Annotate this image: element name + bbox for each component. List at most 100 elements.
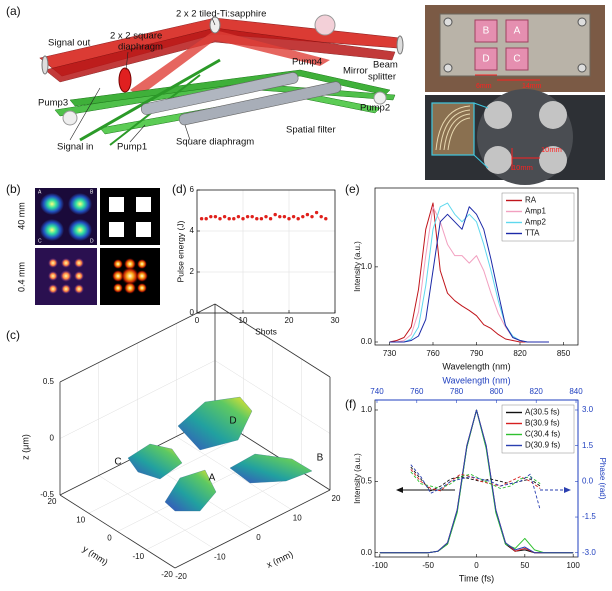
point [268, 217, 273, 221]
panel-label: (a) [6, 4, 21, 18]
x-tick-label: 30 [331, 316, 340, 325]
schematic-label: diaphragm [118, 42, 163, 53]
y2-tick-label: -1.5 [582, 512, 596, 521]
x-axis-label: Shots [255, 326, 277, 336]
x-tick-label: 50 [520, 561, 529, 570]
y-tick-label: -20 [161, 570, 173, 579]
grid-line [146, 471, 302, 550]
y-tick-label: 1.0 [361, 405, 373, 414]
spatial-filter [140, 72, 342, 126]
x2-axis-label: Wavelength (nm) [442, 375, 510, 385]
arrow-head [396, 487, 403, 493]
x-axis-label: x (mm) [265, 549, 295, 570]
y2-tick-label: 3.0 [582, 405, 594, 414]
surface [127, 443, 183, 480]
crystal-label: B [483, 26, 490, 37]
surfaces [127, 396, 313, 512]
z-axis-label: z (μm) [20, 434, 30, 460]
dot [113, 283, 123, 293]
y2-tick-label: 0.0 [582, 476, 594, 485]
panel-label: (e) [345, 182, 360, 196]
arrow-head [564, 487, 571, 493]
point [241, 217, 245, 221]
series-line [410, 464, 541, 511]
dot [74, 284, 84, 294]
point [245, 214, 250, 219]
series-line [410, 466, 541, 492]
legend-label: Amp2 [525, 218, 546, 227]
inset-link [473, 102, 489, 109]
point [199, 217, 204, 221]
photo-mask [425, 89, 605, 185]
schematic-label: Signal in [57, 142, 93, 153]
dot [113, 259, 123, 269]
x-tick-label: 820 [513, 349, 527, 358]
point [222, 214, 227, 219]
axis-edge [214, 303, 331, 378]
x-tick-label: 760 [426, 349, 440, 358]
leader [125, 51, 129, 71]
square [109, 197, 124, 212]
lens [62, 110, 78, 126]
x2-tick-label: 840 [569, 387, 583, 396]
y2-tick-label: -3.0 [582, 548, 596, 557]
point [213, 214, 218, 219]
x-axis-label: Wavelength (nm) [442, 361, 510, 371]
spot [68, 193, 92, 215]
dot [60, 270, 72, 282]
x-tick-label: 20 [285, 316, 294, 325]
annotation: C [114, 457, 121, 468]
dot [48, 271, 58, 281]
spot [40, 193, 64, 215]
panel-label: (f) [345, 397, 356, 411]
dot [121, 267, 139, 285]
panel-label: (b) [6, 182, 21, 196]
legend-label: C(30.4 fs) [525, 430, 560, 439]
axis-edge [59, 494, 176, 569]
point [319, 214, 323, 219]
point [218, 217, 222, 221]
x2-tick-label: 780 [450, 387, 464, 396]
crystal [505, 19, 529, 43]
schematic-label: Pump3 [38, 98, 68, 109]
schematic-label: 2 x 2 square [110, 31, 162, 42]
surface [177, 396, 253, 451]
schematic [39, 14, 404, 146]
legend-label: D(30.9 fs) [525, 441, 560, 450]
aperture [539, 101, 567, 129]
screw [443, 17, 453, 27]
point [255, 217, 259, 221]
arrows [396, 487, 571, 493]
annotation: A [209, 473, 216, 484]
green-beam [79, 58, 221, 142]
dot [61, 284, 71, 294]
plot-frame [374, 187, 579, 346]
farfield-sim-dots [112, 258, 148, 294]
y-tick-label: 10 [76, 515, 85, 524]
x-tick-label: -100 [372, 561, 389, 570]
point [287, 217, 291, 221]
leader [211, 17, 216, 26]
aperture [484, 146, 512, 174]
plot-frame [196, 189, 336, 314]
legend-label: TTA [525, 229, 540, 238]
quadrant-label: A [38, 189, 42, 195]
y2-tick-label: 1.5 [582, 441, 594, 450]
dot [74, 258, 84, 268]
crystal [505, 47, 529, 71]
dot [74, 271, 84, 281]
panel-label: (d) [172, 182, 187, 196]
legend-label: Amp1 [525, 207, 546, 216]
axis-edge [59, 303, 216, 383]
x-tick-label: 850 [557, 349, 571, 358]
y-tick-label: 4 [190, 226, 195, 235]
screw [577, 63, 587, 73]
point [278, 214, 282, 219]
annotation: D [229, 416, 236, 427]
y-axis-label: Pulse energy (J) [175, 220, 185, 282]
aperture [539, 146, 567, 174]
point [291, 214, 296, 219]
leader [184, 124, 191, 141]
